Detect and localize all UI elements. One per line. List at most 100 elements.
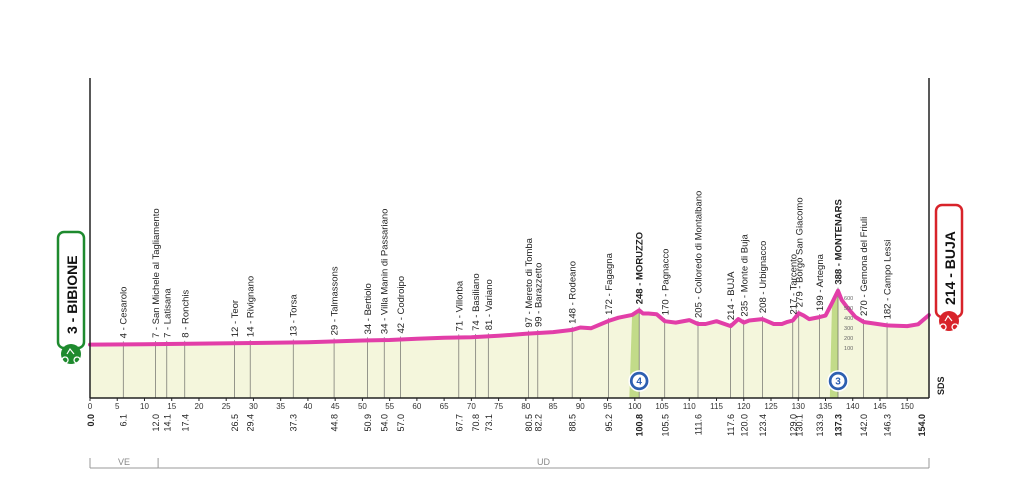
waypoint-km-label: 6.1 (119, 414, 129, 427)
x-tick-label: 5 (115, 402, 120, 411)
x-tick-label: 30 (249, 402, 258, 411)
profile-area (90, 290, 929, 398)
x-tick-label: 145 (873, 402, 887, 411)
x-tick-label: 140 (846, 402, 860, 411)
x-tick-label: 100 (628, 402, 642, 411)
waypoint-label: 388 - MONTENARS (834, 199, 845, 285)
finish-label: 214 - BUJA (942, 231, 958, 305)
x-tick-label: 15 (167, 402, 176, 411)
x-tick-label: 90 (576, 402, 585, 411)
altitude-scale-label: 100 (844, 346, 853, 352)
waypoint-km-label: 146.3 (883, 414, 893, 437)
waypoint-label: 13 - Torsa (289, 294, 300, 337)
x-tick-label: 115 (710, 402, 723, 411)
waypoint-km-label: 130.1 (794, 414, 804, 437)
waypoint-km-label: 17.4 (180, 414, 190, 432)
waypoint-label: 279 - Borgo San Giacomo (794, 197, 805, 307)
waypoint-label: 270 - Gemona del Friuli (859, 217, 870, 316)
bicycle-icon (61, 347, 81, 364)
province-label: UD (537, 457, 550, 467)
x-tick-label: 25 (222, 402, 231, 411)
x-tick-label: 135 (819, 402, 833, 411)
waypoint-km-label: 70.8 (471, 414, 481, 432)
waypoint-label: 182 - Campo Lessi (883, 240, 894, 320)
waypoint-km-label: 129.0 (788, 414, 798, 437)
waypoint-label: 34 - Bertiolo (363, 283, 374, 334)
waypoint-km-label: 117.6 (726, 414, 736, 436)
waypoint-km-label: 80.5 (524, 414, 534, 432)
sds-label: SDS (936, 376, 946, 395)
x-tick-label: 150 (901, 402, 915, 411)
bicycle-icon (939, 314, 959, 331)
climb-category-inner (831, 374, 845, 388)
x-tick-label: 105 (655, 402, 669, 411)
x-tick-label: 10 (140, 402, 149, 411)
x-tick-label: 120 (737, 402, 751, 411)
waypoint-label: 208 - Urbignacco (758, 241, 769, 313)
altitude-scale-label: 200 (844, 336, 853, 342)
x-tick-label: 0 (88, 402, 93, 411)
waypoint-km-label: 111.6 (694, 414, 704, 435)
waypoint-km-label: 123.4 (758, 414, 768, 437)
waypoint-km-label: 137.3 (834, 414, 844, 437)
climb-category-label: 3 (835, 377, 841, 388)
x-tick-label: 130 (792, 402, 806, 411)
waypoint-km-label: 37.3 (289, 414, 299, 432)
waypoint-km-label: 82.2 (533, 414, 543, 432)
waypoint-label: 14 - Rivignano (246, 276, 257, 337)
x-tick-label: 55 (385, 402, 394, 411)
x-tick-label: 95 (603, 402, 612, 411)
waypoint-label: 7 - Latisana (162, 288, 173, 338)
waypoint-label: 42 - Codroipo (396, 276, 407, 334)
waypoint-km-label: 105.5 (660, 414, 670, 437)
x-tick-label: 125 (764, 402, 778, 411)
waypoint-label: 7 - San Michele al Tagliamento (151, 208, 162, 338)
x-tick-label: 75 (494, 402, 503, 411)
waypoint-km-label: 73.1 (484, 414, 494, 432)
climb-category-label: 4 (636, 377, 642, 388)
x-tick-label: 35 (276, 402, 285, 411)
x-tick-label: 110 (683, 402, 696, 411)
waypoint-label: 214 - BUJA (726, 271, 737, 320)
waypoint-label: 170 - Pagnacco (660, 249, 671, 316)
start-label: 3 - BIBIONE (64, 255, 80, 334)
waypoint-km-label: 100.8 (635, 414, 645, 437)
waypoint-label: 12 - Teor (230, 300, 241, 337)
waypoint-km-label: 54.0 (380, 414, 390, 432)
waypoint-label: 235 - Monte di Buja (739, 234, 750, 317)
altitude-scale-label: 600 (844, 296, 853, 302)
waypoint-label: 74 - Basiliano (471, 273, 482, 331)
waypoint-km-label: 44.8 (330, 414, 340, 432)
waypoint-label: 34 - Villa Manin di Passariano (380, 209, 391, 335)
waypoint-km-label: 133.9 (815, 414, 825, 437)
waypoint-label: 8 - Ronchis (180, 289, 191, 337)
x-tick-label: 50 (358, 402, 367, 411)
x-tick-label: 40 (303, 402, 312, 411)
waypoint-label: 217 - Tarcento (788, 254, 799, 315)
waypoint-km-label: 88.5 (568, 414, 578, 432)
waypoint-km-label: 26.5 (230, 414, 240, 432)
climb-category-inner (632, 374, 646, 388)
start-flag-icon (61, 344, 81, 364)
waypoint-km-label: 154.0 (917, 414, 927, 437)
waypoint-label: 71 - Villorba (454, 280, 465, 331)
profile-line (88, 288, 931, 347)
waypoint-label: 81 - Variano (484, 279, 495, 330)
waypoint-label: 148 - Rodeano (568, 261, 579, 324)
x-tick-label: 45 (331, 402, 340, 411)
waypoint-label: 172 - Fagagna (604, 252, 615, 315)
waypoint-km-label: 29.4 (246, 414, 256, 432)
x-tick-label: 60 (412, 402, 421, 411)
waypoint-km-label: 95.2 (604, 414, 614, 432)
waypoint-km-label: 57.0 (396, 414, 406, 432)
x-tick-label: 85 (549, 402, 558, 411)
waypoint-label: 205 - Colloredo di Montalbano (694, 191, 705, 318)
waypoint-label: 248 - MORUZZO (635, 232, 646, 304)
waypoint-km-label: 50.9 (363, 414, 373, 432)
altitude-scale-label: 400 (844, 316, 853, 322)
waypoint-km-label: 67.7 (454, 414, 464, 432)
x-tick-label: 65 (440, 402, 449, 411)
waypoint-label: 99 - Barazzetto (533, 263, 544, 327)
waypoint-km-label: 12.0 (151, 414, 161, 432)
